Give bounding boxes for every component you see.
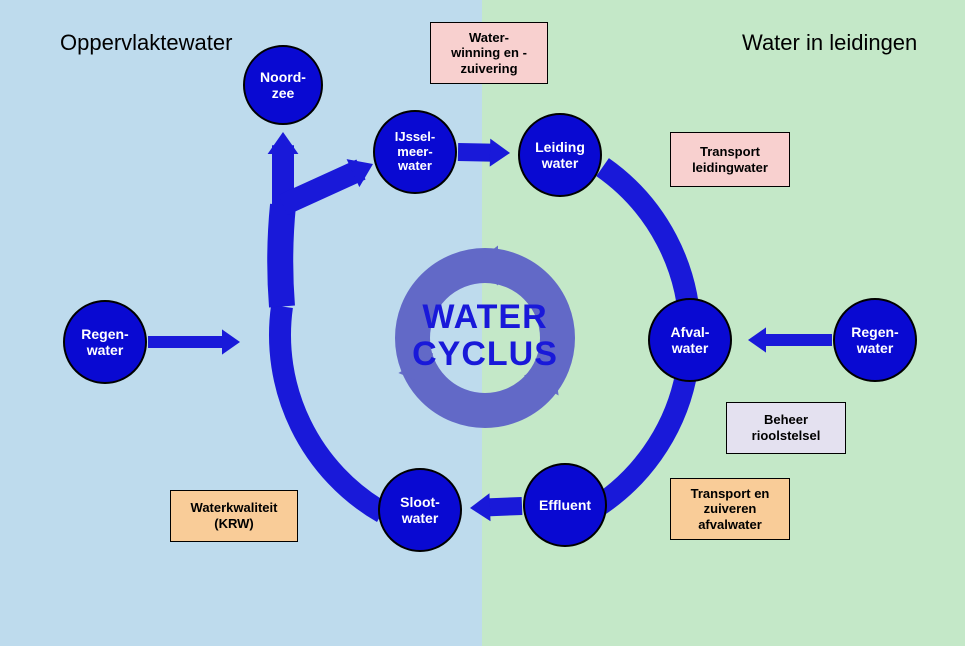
node-regen-left: Regen-water <box>63 300 147 384</box>
box-transport-afval: Transport enzuiverenafvalwater <box>670 478 790 540</box>
box-transport-leiding: Transportleidingwater <box>670 132 790 187</box>
node-sloot: Sloot-water <box>378 468 462 552</box>
center-label-line1: WATER <box>422 298 547 336</box>
box-waterkwaliteit: Waterkwaliteit(KRW) <box>170 490 298 542</box>
center-label: WATER CYCLUS <box>365 299 605 374</box>
box-waterwinning: Water-winning en -zuivering <box>430 22 548 84</box>
center-label-line2: CYCLUS <box>412 335 558 373</box>
node-noordzee: Noord-zee <box>243 45 323 125</box>
node-ijsselmeer: IJssel-meer-water <box>373 110 457 194</box>
node-afval: Afval-water <box>648 298 732 382</box>
box-beheer: Beheerrioolstelsel <box>726 402 846 454</box>
node-leiding: Leidingwater <box>518 113 602 197</box>
node-regen-right: Regen-water <box>833 298 917 382</box>
node-effluent: Effluent <box>523 463 607 547</box>
